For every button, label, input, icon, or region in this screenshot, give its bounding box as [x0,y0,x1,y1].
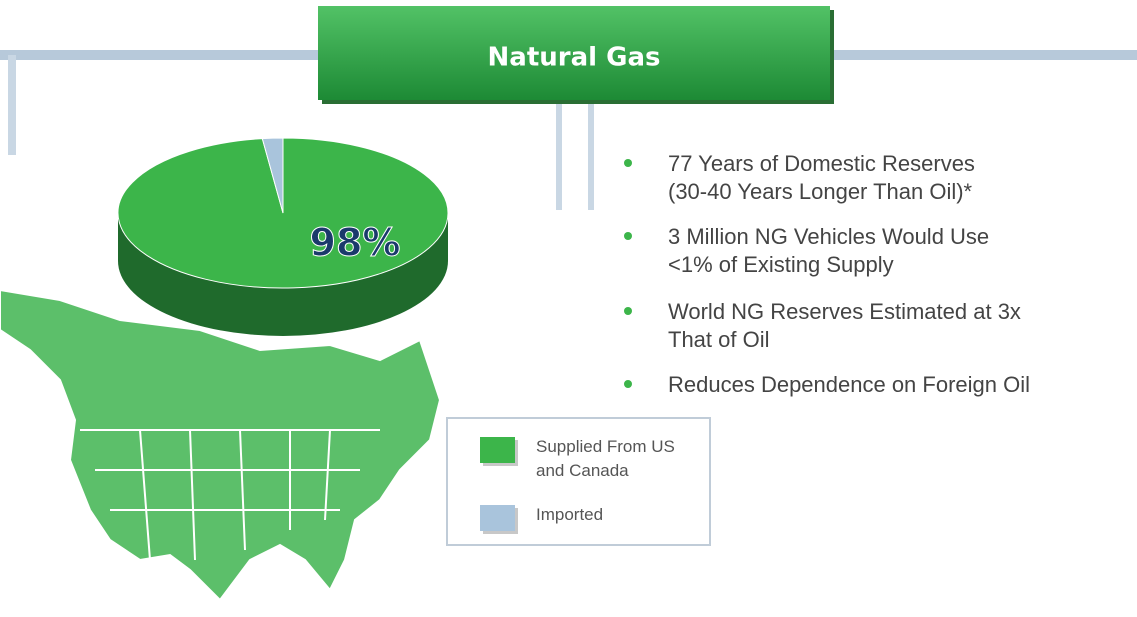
frame-band [820,50,1137,60]
bullet-text: That of Oil [668,327,770,352]
frame-band [0,50,330,60]
legend-swatch [480,505,515,531]
title-box [318,6,830,100]
chart-title: Natural Gas [488,43,661,73]
bullet-text: 3 Million NG Vehicles Would Use [668,224,990,249]
legend-label: Imported [536,505,604,524]
pie-slice [261,137,284,214]
map [0,288,442,602]
data-label: 98% [310,221,401,265]
bullet-dot [624,380,632,388]
bullet-text: Reduces Dependence on Foreign Oil [668,372,1031,397]
bullet-dot [624,159,632,167]
bullet-text: (30-40 Years Longer Than Oil)* [668,179,973,204]
bullet-text: World NG Reserves Estimated at 3x [668,299,1021,324]
pie-slice [117,137,449,289]
frame-line [8,55,16,155]
bullet-dot [624,307,632,315]
bullet-text: 77 Years of Domestic Reserves [668,151,975,176]
bullet-text: <1% of Existing Supply [668,252,894,277]
bullet-dot [624,232,632,240]
frame-line [588,100,594,210]
legend-label: Supplied From US and Canada [536,437,675,480]
map-borders [80,429,380,561]
legend-swatch [480,437,515,463]
frame-line [556,100,562,210]
